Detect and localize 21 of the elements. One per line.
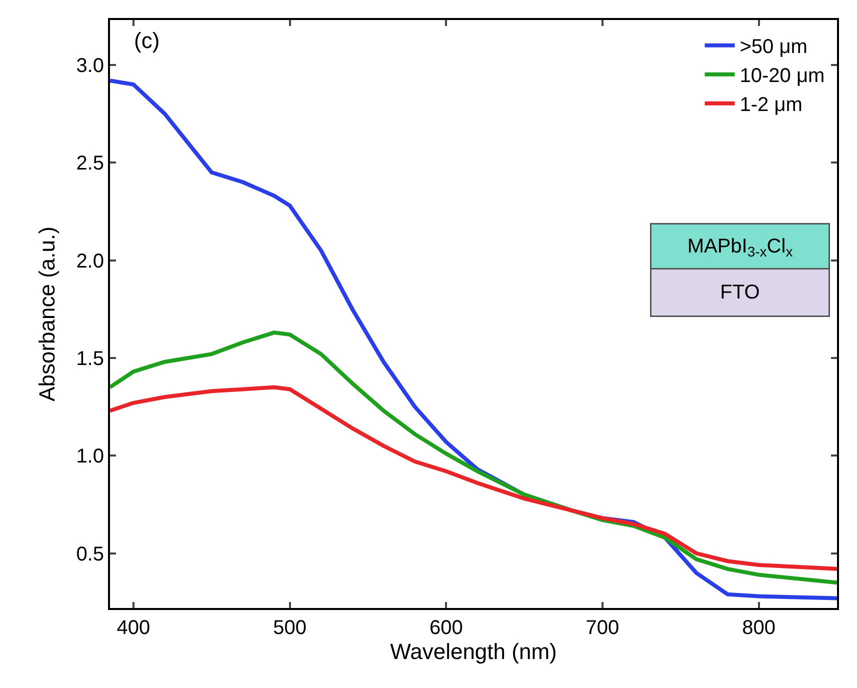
annotation: FTO <box>720 282 760 304</box>
legend-label: 10-20 μm <box>740 65 825 88</box>
picture-layer-stack: FTO <box>650 268 830 317</box>
y-tick-label: 1.0 <box>76 446 104 468</box>
x-tick-label: 600 <box>429 617 463 639</box>
legend-label: 1-2 μm <box>740 94 802 116</box>
legend-label: >50 μm <box>740 36 808 58</box>
line-series <box>110 385 837 571</box>
y-tick-label: 2.5 <box>76 152 104 175</box>
x-axis-title: Wavelength (nm) <box>390 639 557 664</box>
x-tick-label: 400 <box>116 617 150 639</box>
x-tick-label: 500 <box>273 617 306 639</box>
y-axis-title: Absorbance (a.u.) <box>34 226 60 402</box>
annotation: (c) <box>134 28 160 53</box>
y-tick-label: 3.0 <box>76 54 104 77</box>
x-tick-label: 800 <box>742 617 776 639</box>
annotation: MAPbI$_{3-x}$Cl$_{x}$ <box>687 235 793 260</box>
y-tick-label: 1.5 <box>76 348 104 370</box>
y-tick-label: 2.0 <box>76 250 104 272</box>
y-tick-label: 0.5 <box>76 543 104 566</box>
x-tick-label: 700 <box>586 617 620 639</box>
